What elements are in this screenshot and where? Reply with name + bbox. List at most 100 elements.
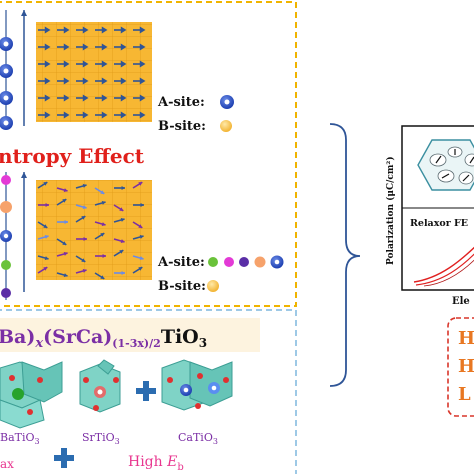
polarization-arrowhead xyxy=(120,217,125,222)
plus-icon xyxy=(136,381,156,401)
polarization-arrowhead xyxy=(44,26,51,34)
polarization-arrowhead xyxy=(120,60,127,68)
polarization-arrowhead xyxy=(44,94,51,102)
property-line-2: H xyxy=(458,356,474,377)
polarization-arrowhead xyxy=(101,77,108,85)
polarization-arrowhead xyxy=(101,200,106,205)
polarization-arrowhead xyxy=(44,60,51,68)
a-site-atom xyxy=(1,288,11,298)
polarization-arrowhead xyxy=(120,26,127,34)
plot-xlabel: Ele xyxy=(452,296,470,307)
top-panel-border xyxy=(0,1,297,307)
plot-ylabel: Polarization (μC/cm²) xyxy=(385,156,396,265)
catio3-crystal xyxy=(161,359,233,411)
srtio3-crystal xyxy=(79,359,121,413)
a-site-atom xyxy=(0,201,12,213)
polarization-arrowhead xyxy=(64,219,68,225)
polarization-arrowhead xyxy=(101,43,108,51)
nano-domain-arrows xyxy=(435,149,474,182)
high-eb-label: High Eb xyxy=(128,454,184,473)
plus-icon xyxy=(54,448,74,468)
polarization-arrowhead xyxy=(44,77,51,85)
polarization-arrowhead xyxy=(101,222,106,227)
polarization-arrowhead xyxy=(81,258,86,262)
polarization-arrowhead xyxy=(139,43,146,51)
max-fragment: ax xyxy=(0,457,14,471)
bottom-panel-border xyxy=(0,309,297,474)
polarization-arrowhead xyxy=(82,183,87,188)
polarization-arrowhead xyxy=(63,43,70,51)
pe-loop-curve xyxy=(413,246,474,283)
polarization-arrowhead xyxy=(44,111,51,119)
polarization-arrowhead xyxy=(82,205,87,210)
catio3-label: CaTiO3 xyxy=(178,431,218,446)
polarization-arrowhead xyxy=(121,185,125,191)
polarization-arrowhead xyxy=(120,239,125,244)
polarization-arrowhead xyxy=(62,241,67,245)
lower-a-site-column xyxy=(0,172,12,300)
polarization-arrowhead xyxy=(63,77,70,85)
polarization-arrowhead xyxy=(138,267,143,271)
b-site-label-2: B-site: xyxy=(158,279,206,294)
polarization-arrowhead xyxy=(63,94,70,102)
polarization-arrowhead xyxy=(63,26,70,34)
property-line-1: H xyxy=(458,328,474,349)
polarization-arrowhead xyxy=(43,224,48,228)
polarization-arrowhead xyxy=(102,253,106,259)
polarization-arrowhead xyxy=(120,111,127,119)
a-site-atom xyxy=(1,175,11,185)
polarization-arrowhead xyxy=(138,224,143,228)
b-site-legend-icon-2 xyxy=(207,280,219,292)
a-site-atom xyxy=(1,260,11,270)
polarization-arrowhead xyxy=(81,216,86,220)
polarization-arrowhead xyxy=(43,182,48,186)
polarization-arrowhead xyxy=(138,182,143,186)
plot-legend: Relaxor FE xyxy=(410,218,468,229)
polarization-arrowhead xyxy=(44,234,49,239)
a-site-label-2: A-site: xyxy=(157,255,205,270)
polarization-arrowhead xyxy=(101,26,108,34)
polarization-arrowhead xyxy=(43,267,48,271)
polarization-arrowhead xyxy=(119,250,124,254)
polarization-arrowhead xyxy=(44,43,51,51)
polarization-arrowhead xyxy=(139,234,144,239)
polarization-arrowhead xyxy=(63,111,70,119)
polarization-arrowhead xyxy=(100,275,105,279)
a-site-legend-icons xyxy=(208,255,284,269)
polarization-arrowhead xyxy=(139,77,146,85)
polarization-arrowhead xyxy=(100,190,105,194)
polarization-arrowhead xyxy=(63,60,70,68)
b-site-legend-icon xyxy=(220,120,232,132)
polarization-arrowhead xyxy=(82,268,87,273)
lower-domain-grid xyxy=(21,172,152,292)
upper-a-site-column xyxy=(0,10,13,130)
polarization-arrowhead xyxy=(82,26,89,34)
composition-formula: Ba)x(SrCa)(1-3x)/2TiO3 xyxy=(0,326,207,351)
polarization-arrowhead xyxy=(140,202,144,208)
batio3-crystal xyxy=(0,361,63,429)
b-site-label: B-site: xyxy=(158,119,206,134)
polarization-arrowhead xyxy=(139,60,146,68)
upper-domain-grid xyxy=(21,10,152,126)
polarization-arrowhead xyxy=(63,273,68,278)
polarization-arrowhead xyxy=(82,94,89,102)
property-line-3: L xyxy=(458,384,471,405)
polarization-arrowhead xyxy=(101,60,108,68)
right-brace xyxy=(329,123,361,387)
polarization-arrowhead xyxy=(44,256,49,261)
polarization-arrowhead xyxy=(62,199,67,203)
polarization-arrowhead xyxy=(45,202,49,208)
a-site-label: A-site: xyxy=(157,95,205,110)
polarization-arrowhead xyxy=(121,270,125,276)
properties-box xyxy=(447,317,474,417)
polarization-arrowhead xyxy=(120,94,127,102)
polarization-arrowhead xyxy=(82,77,89,85)
polarization-arrowhead xyxy=(139,111,146,119)
entropy-effect-title: ntropy Effect xyxy=(0,144,145,168)
polarization-arrowhead xyxy=(101,94,108,102)
polarization-arrowhead xyxy=(82,43,89,51)
formula-banner xyxy=(0,318,260,352)
polarization-arrowhead xyxy=(139,26,146,34)
polarization-arrowhead xyxy=(63,188,68,193)
